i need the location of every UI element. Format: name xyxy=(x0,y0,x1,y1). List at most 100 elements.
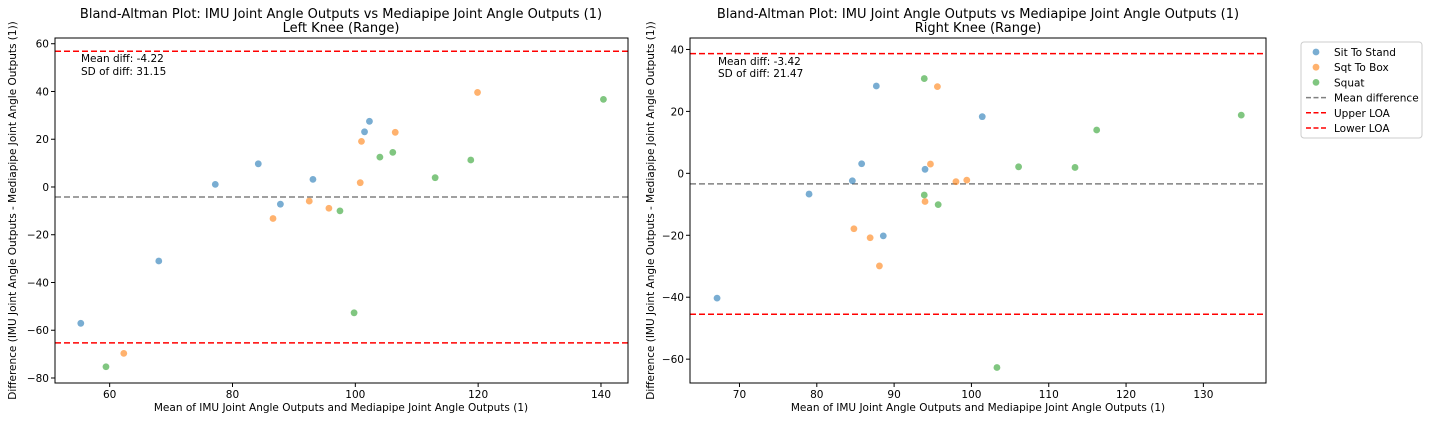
right-squat-point xyxy=(1237,111,1245,119)
right-x-tick-label: 130 xyxy=(1193,389,1213,401)
right-y-axis-label: Difference (IMU Joint Angle Outputs - Me… xyxy=(645,21,657,400)
left-squat-point xyxy=(102,363,110,371)
right-plot-title: Bland-Altman Plot: IMU Joint Angle Outpu… xyxy=(717,7,1239,22)
left-sit-to-stand-point xyxy=(366,117,373,125)
right-x-tick-label: 90 xyxy=(887,389,900,401)
left-squat-point xyxy=(389,148,397,156)
right-x-tick-label: 70 xyxy=(733,389,746,401)
right-x-tick-label: 110 xyxy=(1039,389,1059,401)
left-squat-point xyxy=(336,207,344,215)
left-sqt-to-box-point xyxy=(305,197,313,205)
left-x-tick-label: 100 xyxy=(345,389,365,401)
left-sit-to-stand-point xyxy=(254,160,262,168)
left-sd-diff-annotation: SD of diff: 31.15 xyxy=(81,66,166,78)
right-plot-frame xyxy=(689,37,1267,384)
left-squat-point xyxy=(467,156,475,164)
left-sqt-to-box-point xyxy=(358,137,365,145)
right-x-axis-label: Mean of IMU Joint Angle Outputs and Medi… xyxy=(791,402,1165,414)
left-sit-to-stand-point xyxy=(309,175,317,183)
right-sqt-to-box-point xyxy=(934,83,941,91)
right-squat-point xyxy=(1093,126,1101,134)
left-mean-diff-annotation: Mean diff: -4.22 xyxy=(81,53,164,65)
right-sqt-to-box-point xyxy=(921,198,929,205)
legend-sqt-to-box-label: Sqt To Box xyxy=(1334,62,1389,74)
left-sqt-to-box-point xyxy=(269,215,277,222)
right-y-tick-label: −60 xyxy=(662,354,684,366)
legend: Sit To Stand Sqt To Box Squat Mean differen… xyxy=(1300,41,1423,139)
right-sqt-to-box-point xyxy=(952,178,960,186)
right-squat-point xyxy=(1071,164,1079,171)
right-sqt-to-box-point xyxy=(963,176,971,184)
right-knee-plot: Bland-Altman Plot: IMU Joint Angle Outpu… xyxy=(645,7,1267,414)
right-sit-to-stand-point xyxy=(879,232,887,240)
right-sit-to-stand-point xyxy=(805,190,813,198)
left-y-axis-label: Difference (IMU Joint Angle Outputs - Me… xyxy=(7,21,19,400)
left-sqt-to-box-point xyxy=(356,179,364,187)
legend-box xyxy=(1300,41,1423,139)
left-y-tick-label: 40 xyxy=(36,86,49,98)
right-y-tick-label: −40 xyxy=(662,292,684,304)
left-sqt-to-box-point xyxy=(325,204,333,212)
left-sit-to-stand-point xyxy=(276,200,284,208)
legend-sqt-to-box-marker xyxy=(1312,63,1320,71)
right-x-tick-label: 120 xyxy=(1116,389,1136,401)
left-sit-to-stand-point xyxy=(77,319,85,327)
left-y-tick-label: 0 xyxy=(42,182,49,194)
left-x-axis-label: Mean of IMU Joint Angle Outputs and Medi… xyxy=(154,402,528,414)
right-squat-point xyxy=(993,364,1001,371)
right-y-tick-label: 40 xyxy=(671,44,684,56)
right-sd-diff-annotation: SD of diff: 21.47 xyxy=(718,68,803,80)
right-y-tick-label: −20 xyxy=(662,230,684,242)
left-sit-to-stand-point xyxy=(211,180,219,188)
right-sqt-to-box-point xyxy=(927,160,934,168)
legend-upper-loa-label: Upper LOA xyxy=(1334,108,1391,120)
left-y-tick-label: −20 xyxy=(27,230,49,242)
right-sit-to-stand-point xyxy=(713,294,721,302)
right-y-tick-label: 20 xyxy=(671,106,684,118)
left-plot-title: Bland-Altman Plot: IMU Joint Angle Outpu… xyxy=(80,7,602,22)
legend-squat-marker xyxy=(1312,79,1320,86)
legend-lower-loa-label: Lower LOA xyxy=(1334,123,1390,135)
left-x-tick-label: 60 xyxy=(103,389,116,401)
left-sit-to-stand-point xyxy=(155,257,163,265)
legend-squat-label: Squat xyxy=(1334,77,1365,89)
left-squat-point xyxy=(431,174,439,182)
right-squat-point xyxy=(920,75,928,82)
legend-sit-to-stand-marker xyxy=(1312,48,1320,56)
left-knee-plot: Bland-Altman Plot: IMU Joint Angle Outpu… xyxy=(7,7,629,414)
right-squat-point xyxy=(934,201,942,209)
right-sit-to-stand-point xyxy=(848,177,856,185)
left-x-tick-label: 120 xyxy=(468,389,488,401)
legend-mean-difference-label: Mean difference xyxy=(1334,93,1419,105)
left-x-tick-label: 140 xyxy=(591,389,611,401)
left-sqt-to-box-point xyxy=(391,128,399,136)
right-squat-point xyxy=(920,191,928,199)
right-x-tick-label: 100 xyxy=(961,389,981,401)
left-squat-point xyxy=(350,309,358,317)
right-y-tick-label: 0 xyxy=(677,168,684,180)
left-squat-point xyxy=(376,153,384,161)
right-sit-to-stand-point xyxy=(858,160,866,168)
left-y-tick-label: 20 xyxy=(36,134,49,146)
right-mean-diff-annotation: Mean diff: -3.42 xyxy=(718,56,801,68)
left-y-tick-label: −60 xyxy=(27,325,49,337)
right-sit-to-stand-point xyxy=(978,113,986,121)
left-y-tick-label: −80 xyxy=(27,373,49,385)
left-y-tick-label: −40 xyxy=(27,277,49,289)
left-squat-point xyxy=(600,95,607,103)
right-sit-to-stand-point xyxy=(872,82,880,90)
left-sqt-to-box-point xyxy=(120,349,128,357)
left-y-tick-label: 60 xyxy=(36,39,49,51)
legend-sit-to-stand-label: Sit To Stand xyxy=(1334,47,1396,59)
left-plot-subtitle: Left Knee (Range) xyxy=(283,21,400,36)
left-x-tick-label: 80 xyxy=(226,389,239,401)
right-plot-subtitle: Right Knee (Range) xyxy=(915,21,1042,36)
left-sqt-to-box-point xyxy=(474,89,481,96)
right-squat-point xyxy=(1015,163,1022,171)
right-sit-to-stand-point xyxy=(921,165,929,173)
right-sqt-to-box-point xyxy=(866,234,874,242)
left-sit-to-stand-point xyxy=(361,128,368,136)
right-x-tick-label: 80 xyxy=(810,389,823,401)
right-sqt-to-box-point xyxy=(850,225,858,233)
